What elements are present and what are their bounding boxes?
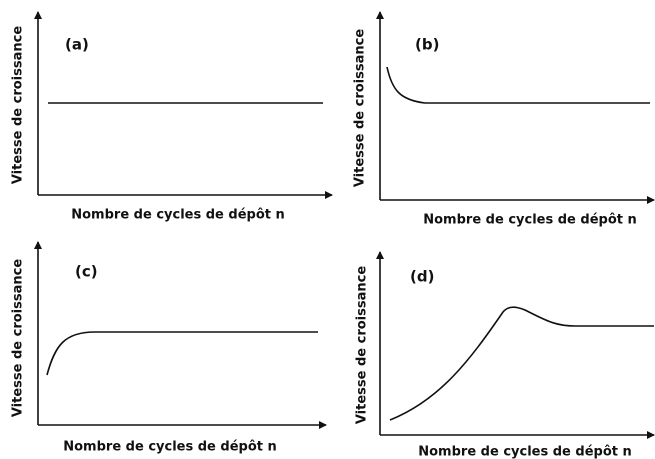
y-axis-label: Vitesse de croissance: [355, 266, 370, 425]
panel-label: (d): [410, 268, 434, 286]
x-axis-label: Nombre de cycles de dépôt n: [71, 208, 285, 223]
y-axis-label: Vitesse de croissance: [353, 29, 368, 188]
curve: [389, 306, 654, 421]
panel-label: (b): [415, 36, 439, 54]
panel-label: (c): [75, 263, 98, 281]
x-axis-label: Nombre de cycles de dépôt n: [423, 213, 637, 228]
x-axis-label: Nombre de cycles de dépôt n: [418, 445, 632, 459]
curve: [46, 331, 318, 376]
y-axis-label: Vitesse de croissance: [11, 26, 26, 185]
curve: [386, 66, 650, 104]
y-axis-label: Vitesse de croissance: [11, 259, 26, 418]
x-axis-label: Nombre de cycles de dépôt n: [63, 440, 277, 455]
panel-label: (a): [65, 36, 89, 54]
